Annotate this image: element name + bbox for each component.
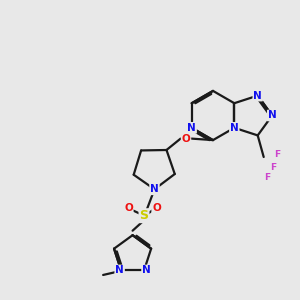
Text: O: O bbox=[124, 203, 133, 213]
Text: N: N bbox=[268, 110, 277, 121]
Text: N: N bbox=[150, 184, 159, 194]
Text: N: N bbox=[253, 91, 262, 100]
Text: O: O bbox=[152, 203, 161, 213]
Text: O: O bbox=[182, 134, 190, 144]
Text: N: N bbox=[142, 266, 151, 275]
Text: S: S bbox=[140, 209, 148, 222]
Text: F: F bbox=[274, 149, 280, 158]
Text: F: F bbox=[270, 163, 276, 172]
Text: N: N bbox=[230, 123, 239, 133]
Text: N: N bbox=[187, 123, 196, 133]
Text: N: N bbox=[115, 266, 124, 275]
Text: F: F bbox=[264, 173, 270, 182]
